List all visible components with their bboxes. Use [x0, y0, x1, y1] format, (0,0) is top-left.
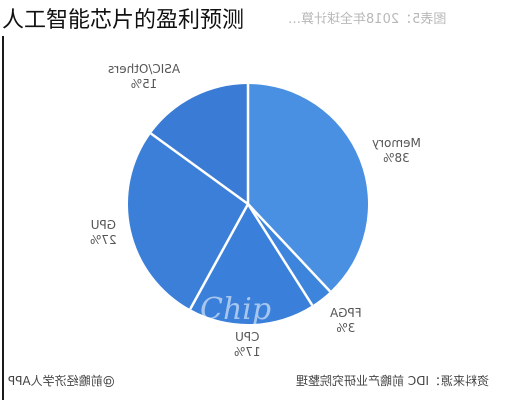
legend-label-asic: ASIC/Others 15% — [108, 62, 180, 92]
slice-percent-cpu: 17% — [234, 345, 261, 359]
header-band — [0, 0, 508, 34]
legend-label-gpu: GPU 27% — [90, 218, 117, 248]
legend-label-cpu: CPU 17% — [234, 330, 261, 360]
slice-percent-gpu: 27% — [90, 233, 117, 247]
slice-percent-asic: 15% — [130, 77, 158, 91]
pie-slice-gpu — [127, 133, 248, 310]
slice-label-cpu: CPU — [235, 330, 260, 344]
slice-percent-fpga: 3% — [336, 321, 356, 335]
left-border-rule — [2, 36, 4, 400]
slice-label-asic: ASIC/Others — [108, 62, 181, 76]
slice-percent-memory: 38% — [383, 151, 410, 165]
legend-label-fpga: FPGA 3% — [330, 306, 362, 336]
slice-separator — [246, 203, 314, 306]
brand-note: @前瞻经济学人APP — [8, 374, 115, 388]
page-title: 人工智能芯片的盈利预测 — [2, 8, 245, 33]
legend-label-memory: Memory 38% — [372, 136, 421, 166]
slice-label-memory: Memory — [372, 136, 421, 150]
slice-separator — [189, 203, 250, 310]
pie-slice-asic — [150, 84, 248, 204]
source-note: 资料来源：IDC 前瞻产业研究院整理 — [296, 374, 489, 388]
slice-label-fpga: FPGA — [330, 306, 362, 320]
slice-separator — [150, 132, 249, 206]
pie-slice-memory — [248, 84, 368, 292]
pie-slice-fpga — [248, 204, 331, 306]
slice-separator — [247, 203, 332, 293]
watermark: Chip — [200, 292, 272, 327]
pie-slice-cpu — [190, 204, 313, 325]
slice-label-gpu: GPU — [90, 218, 116, 232]
